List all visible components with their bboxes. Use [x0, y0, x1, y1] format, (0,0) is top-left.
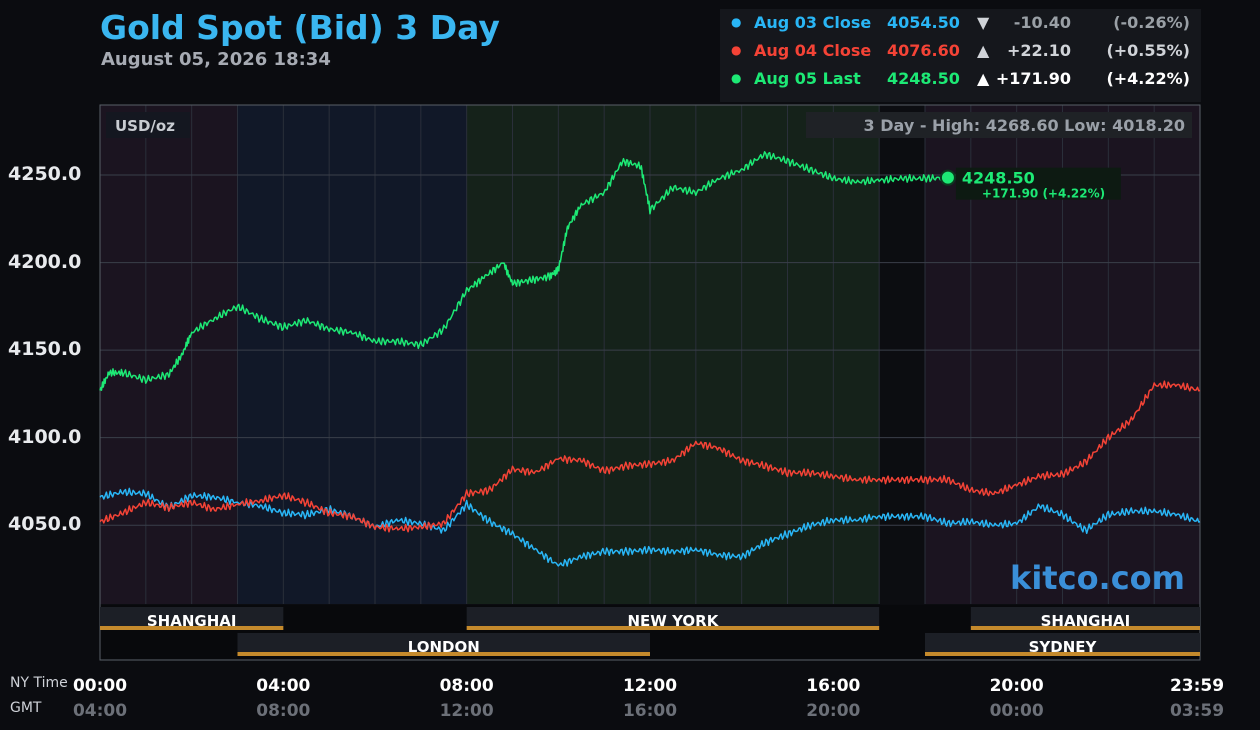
range-label-bg	[806, 112, 1192, 138]
session-bar-underline	[970, 626, 1200, 630]
series-line-1	[99, 380, 1201, 533]
legend-change: +22.10	[1006, 41, 1071, 60]
x-tick-label-gmt: 00:00	[989, 701, 1044, 721]
legend-label: Aug 05 Last	[754, 69, 861, 88]
x-tick-label-ny: 08:00	[439, 676, 494, 696]
last-value-box	[955, 167, 1121, 200]
plot-border	[99, 104, 1201, 661]
x-tick-label-ny: 04:00	[256, 676, 311, 696]
session-bar-bg	[100, 607, 284, 627]
session-bar-underline	[466, 626, 880, 630]
session-tint-newyork	[466, 105, 880, 604]
session-bar-underline	[100, 626, 284, 630]
series-line-2	[99, 151, 949, 391]
y-tick-label: 4050.0	[8, 513, 82, 536]
legend-label: Aug 03 Close	[754, 13, 872, 32]
session-bar-shanghai: SHANGHAI	[100, 607, 284, 630]
last-change-label: +171.90 (+4.22%)	[982, 187, 1105, 201]
kitco-watermark: kitco.com	[1010, 559, 1185, 597]
x-tick-label-gmt: 12:00	[439, 701, 494, 721]
legend-value: 4248.50	[887, 69, 960, 88]
legend-panel: ● Aug 03 Close 4054.50 ▼ -10.40 (-0.26%)…	[720, 9, 1201, 102]
legend-change: +171.90	[995, 69, 1071, 88]
series-line-0	[99, 487, 1201, 567]
last-value-label: 4248.50	[962, 169, 1035, 188]
session-label: LONDON	[408, 638, 480, 656]
session-tint-closed	[879, 105, 925, 604]
legend-label: Aug 04 Close	[754, 41, 872, 60]
y-tick-label: 4200.0	[8, 250, 82, 273]
x-tick-label-ny: 23:59	[1169, 676, 1225, 696]
legend-percent: (-0.26%)	[1113, 13, 1190, 32]
y-tick-label: 4150.0	[8, 338, 82, 361]
session-label: SYDNEY	[1029, 638, 1098, 656]
y-tick-label: 4250.0	[8, 163, 82, 186]
ny-time-caption: NY Time	[10, 675, 68, 691]
session-bar-shanghai: SHANGHAI	[970, 607, 1200, 630]
x-tick-label-gmt: 16:00	[622, 701, 678, 721]
legend-change: -10.40	[1013, 13, 1071, 32]
x-tick-label-ny: 20:00	[989, 676, 1044, 696]
session-bar-london: LONDON	[237, 633, 650, 656]
x-tick-label-gmt: 08:00	[256, 701, 311, 721]
legend-percent: (+0.55%)	[1106, 41, 1190, 60]
legend-row-aug04: ● Aug 04 Close 4076.60 ▲ +22.10 (+0.55%)	[720, 37, 1201, 65]
y-tick-label: 4100.0	[8, 425, 82, 448]
chart-title: Gold Spot (Bid) 3 Day	[100, 8, 500, 47]
legend-percent: (+4.22%)	[1106, 69, 1190, 88]
session-bar-bg	[466, 607, 880, 627]
legend-value: 4076.60	[887, 41, 960, 60]
session-label: SHANGHAI	[1041, 612, 1131, 630]
x-tick-label-gmt: 20:00	[806, 701, 861, 721]
session-label: SHANGHAI	[147, 612, 237, 630]
session-bar-underline	[237, 652, 650, 656]
legend-dot-icon: ●	[731, 71, 742, 85]
session-bar-sydney: SYDNEY	[925, 633, 1200, 656]
legend-value: 4054.50	[887, 13, 960, 32]
last-value-dot	[939, 169, 956, 186]
up-arrow-icon: ▲	[977, 41, 990, 60]
x-tick-label-ny: 00:00	[72, 676, 128, 696]
session-bar-bg	[237, 633, 650, 653]
session-bar-bg	[925, 633, 1200, 653]
chart-timestamp: August 05, 2026 18:34	[101, 49, 331, 70]
gmt-caption: GMT	[10, 700, 42, 716]
legend-row-aug05: ● Aug 05 Last 4248.50 ▲ +171.90 (+4.22%)	[720, 65, 1201, 93]
range-label: 3 Day - High: 4268.60 Low: 4018.20	[864, 116, 1185, 135]
session-label: NEW YORK	[628, 612, 720, 630]
x-tick-label-gmt: 03:59	[1169, 701, 1225, 721]
unit-label-bg	[106, 112, 190, 138]
legend-row-aug03: ● Aug 03 Close 4054.50 ▼ -10.40 (-0.26%)	[720, 9, 1201, 37]
session-bar-bg	[970, 607, 1200, 627]
x-tick-label-gmt: 04:00	[72, 701, 128, 721]
session-bar-new-york: NEW YORK	[466, 607, 880, 630]
down-arrow-icon: ▼	[977, 13, 990, 32]
unit-label: USD/oz	[115, 117, 175, 135]
x-tick-label-ny: 16:00	[806, 676, 861, 696]
legend-dot-icon: ●	[731, 15, 742, 29]
session-bar-underline	[925, 652, 1200, 656]
up-arrow-icon: ▲	[977, 69, 990, 88]
x-tick-label-ny: 12:00	[622, 676, 678, 696]
session-tint-asia	[100, 105, 238, 604]
legend-dot-icon: ●	[731, 43, 742, 57]
session-tint-london	[237, 105, 467, 604]
